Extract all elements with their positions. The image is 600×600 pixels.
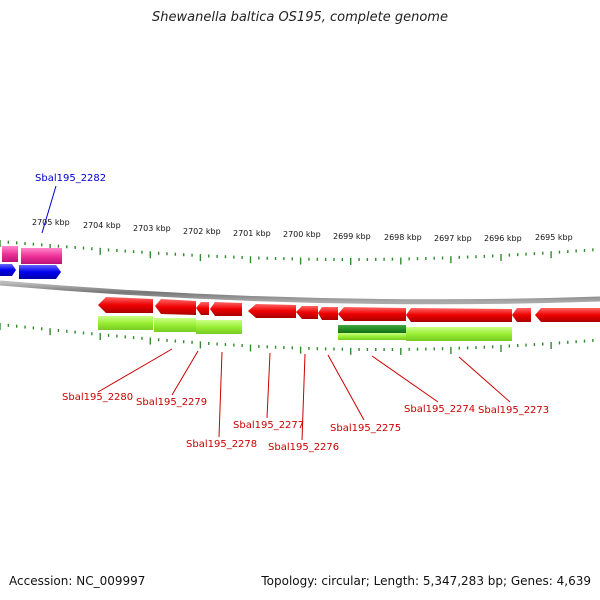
gene-red-arrow[interactable]	[318, 307, 338, 320]
kbp-label: 2698 kbp	[384, 233, 422, 242]
gene-callouts: Sbal195_2282 Sbal195_2280 Sbal195_2279 S…	[35, 173, 549, 453]
gene-label[interactable]: Sbal195_2273	[478, 405, 549, 416]
gene-red-arrow[interactable]	[248, 304, 296, 318]
callout-line	[266, 352, 271, 419]
callout-line	[41, 185, 57, 234]
kbp-label: 2701 kbp	[233, 229, 271, 238]
gene-pink-arrow[interactable]	[2, 246, 18, 262]
callout-line	[327, 354, 365, 421]
genome-backbone	[0, 280, 600, 305]
callout-line	[218, 351, 223, 438]
gene-red-arrow[interactable]	[535, 308, 600, 322]
feature-bar-lime[interactable]	[406, 327, 512, 341]
genome-summary-text: Topology: circular; Length: 5,347,283 bp…	[261, 574, 591, 588]
feature-bars	[98, 316, 512, 341]
kbp-label: 2705 kbp	[32, 218, 70, 227]
kbp-label: 2703 kbp	[133, 224, 171, 233]
callout-line	[458, 356, 511, 403]
gene-red-arrow[interactable]	[296, 306, 318, 319]
kbp-label: 2695 kbp	[535, 233, 573, 242]
gene-pink-arrow[interactable]	[21, 248, 62, 264]
callout-line	[371, 355, 439, 403]
reverse-strand-genes	[98, 297, 600, 322]
gene-blue-arrow[interactable]	[19, 265, 61, 279]
gene-label[interactable]: Sbal195_2274	[404, 404, 475, 415]
gene-red-arrow[interactable]	[406, 308, 512, 322]
scale-ticks-bottom	[0, 323, 594, 355]
feature-bar-dark-green[interactable]	[338, 325, 406, 334]
gene-red-arrow[interactable]	[98, 297, 153, 313]
gene-label[interactable]: Sbal195_2278	[186, 439, 257, 450]
callout-line	[301, 353, 306, 441]
kbp-label: 2696 kbp	[484, 234, 522, 243]
feature-bar-lime[interactable]	[338, 333, 406, 340]
gene-label[interactable]: Sbal195_2280	[62, 392, 133, 403]
scale-ticks-top	[0, 240, 594, 265]
map-title: Shewanella baltica OS195, complete genom…	[152, 10, 448, 25]
gene-label[interactable]: Sbal195_2279	[136, 397, 207, 408]
gene-label[interactable]: Sbal195_2275	[330, 423, 401, 434]
gene-red-arrow[interactable]	[338, 307, 406, 321]
gene-blue-arrow[interactable]	[0, 264, 16, 276]
kbp-scale-labels: 2705 kbp 2704 kbp 2703 kbp 2702 kbp 2701…	[32, 218, 573, 243]
callout-line	[171, 350, 199, 396]
kbp-label: 2700 kbp	[283, 230, 321, 239]
feature-bar-lime[interactable]	[98, 316, 153, 330]
feature-bar-lime[interactable]	[196, 320, 242, 334]
forward-strand-genes	[0, 246, 62, 279]
accession-text: Accession: NC_009997	[9, 574, 146, 588]
gene-label[interactable]: Sbal195_2277	[233, 420, 304, 431]
gene-red-arrow[interactable]	[155, 299, 196, 315]
feature-bar-lime[interactable]	[154, 318, 196, 332]
kbp-label: 2702 kbp	[183, 227, 221, 236]
gene-red-arrow[interactable]	[512, 308, 531, 322]
gene-red-arrow[interactable]	[210, 302, 242, 316]
gene-label[interactable]: Sbal195_2276	[268, 442, 339, 453]
callout-line	[97, 348, 173, 393]
gene-label[interactable]: Sbal195_2282	[35, 173, 106, 184]
kbp-label: 2697 kbp	[434, 234, 472, 243]
kbp-label: 2699 kbp	[333, 232, 371, 241]
kbp-label: 2704 kbp	[83, 221, 121, 230]
gene-red-arrow[interactable]	[196, 302, 209, 315]
